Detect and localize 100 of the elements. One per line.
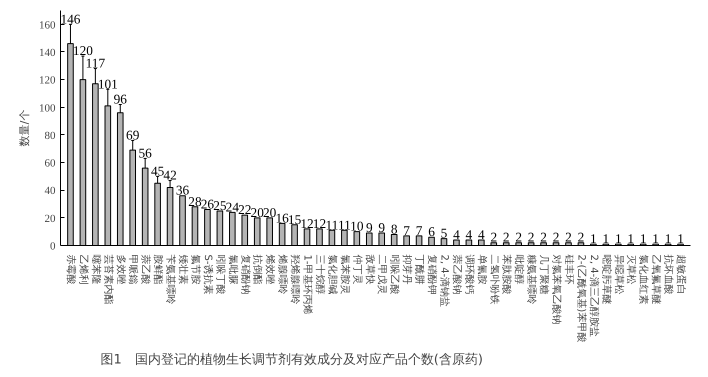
x-tick-label: 羟烯腺嘌呤 (289, 254, 302, 304)
data-label: 2 (528, 230, 534, 245)
x-tick-label: 抗坏血酸 (662, 254, 675, 294)
x-tick-label: 赤霉酸 (64, 254, 77, 284)
x-tick-label: 苯肽胺酸 (500, 254, 513, 294)
data-label: 2 (490, 230, 498, 245)
data-label: 1 (590, 231, 597, 246)
data-label: 9 (378, 220, 386, 236)
x-tick-label: 超敏蛋白 (675, 254, 688, 294)
x-tick-label: 烯腺嘌呤 (276, 254, 289, 294)
x-tick-label: 抑芽丹 (401, 254, 414, 284)
x-tick-label: 嘧啶肟草醚 (600, 254, 612, 304)
x-tick-label: 吲哚丁酸 (214, 254, 226, 294)
data-label: 4 (478, 226, 485, 242)
data-label: 1 (627, 231, 634, 246)
data-label: 1 (602, 231, 610, 246)
data-label: 5 (440, 226, 448, 241)
x-tick-label: 噻苯隆 (90, 254, 102, 284)
x-tick-label: 异噁草松 (612, 254, 625, 294)
x-tick-label: 2-(乙酰氧基)苯甲酸 (575, 254, 588, 342)
y-tick-label: 160 (39, 19, 56, 32)
x-tick-label: 丁酰肼 (414, 254, 426, 284)
x-tick-label: 1-甲基环丙烯 (302, 254, 314, 314)
data-label: 101 (98, 76, 118, 92)
y-tick-label: 60 (44, 158, 56, 170)
y-tick-label: 0 (50, 240, 56, 252)
y-axis-title: 数量/个 (18, 110, 31, 146)
x-tick-label: 苄氨基嘌呤 (164, 254, 177, 304)
y-tick-label: 80 (44, 130, 56, 142)
x-tick-label: 复硝酚钠 (239, 254, 252, 294)
data-label: 2 (515, 230, 522, 245)
data-label: 8 (390, 221, 398, 236)
x-tick-label: 氟节胺 (189, 254, 202, 284)
data-label: 36 (176, 182, 190, 198)
data-label: 20 (250, 204, 264, 220)
data-label: 16 (275, 210, 290, 226)
data-label: 24 (226, 199, 240, 214)
x-tick-label: 烯效唑 (264, 254, 276, 284)
data-label: 25 (213, 198, 227, 213)
data-label: 2 (540, 230, 547, 245)
data-label: 9 (366, 220, 373, 236)
x-tick-label: 氯化血红素 (638, 254, 650, 304)
x-tick-label: 敌草快 (364, 254, 376, 284)
data-label: 117 (86, 56, 106, 71)
data-label: 26 (200, 196, 214, 212)
data-label: 146 (60, 11, 81, 26)
data-label: 11 (326, 217, 338, 232)
x-tick-label: 2, 4-滴三乙醇胺盐 (588, 254, 600, 338)
x-tick-label: 单氰胺 (476, 254, 488, 284)
data-label: 2 (578, 230, 584, 245)
x-tick-label: 多效唑 (114, 254, 127, 284)
data-label: 11 (338, 217, 351, 232)
x-tick-label: 二甲戊灵 (376, 254, 388, 294)
data-label: 2 (565, 230, 572, 245)
data-label: 12 (312, 216, 326, 231)
x-tick-label: 硅丰环 (562, 254, 575, 284)
x-tick-label: 糠氨基嘌呤 (526, 254, 538, 304)
y-tick-label: 40 (44, 185, 56, 198)
data-label: 1 (652, 231, 659, 246)
data-label: 2 (502, 230, 510, 245)
data-label: 1 (664, 231, 672, 246)
x-tick-label: 仲丁灵 (351, 254, 362, 284)
x-tick-label: 氯吡脲 (226, 254, 239, 284)
y-tick-label: 20 (44, 212, 56, 225)
x-tick-label: 三十烷醇 (314, 254, 326, 294)
caption: 图1 国内登记的植物生长调节剂有效成分及对应产品个数(含原药) (100, 352, 483, 368)
x-tick-label: 氯化胆碱 (326, 254, 338, 294)
x-tick-label: 几丁聚糖 (538, 254, 550, 294)
y-tick-label: 120 (39, 74, 56, 87)
x-tick-label: 氯苯胺灵 (338, 254, 351, 294)
data-label: 7 (403, 222, 410, 238)
x-tick-label: 萘乙酸 (140, 254, 152, 284)
x-tick-label: 二氢卟吩铁 (488, 254, 500, 304)
data-label: 28 (188, 194, 202, 209)
x-tick-label: 甲哌鎓 (127, 254, 140, 284)
x-tick-label: 芸苔素内酯 (102, 254, 114, 304)
data-label: 45 (150, 163, 165, 178)
data-label: 56 (138, 145, 152, 160)
data-label: 20 (263, 204, 277, 220)
x-tick-label: 对氯苯氧乙酸钠 (550, 254, 563, 324)
data-label: 1 (677, 231, 684, 246)
data-label: 4 (466, 226, 473, 242)
data-label: 6 (428, 224, 436, 240)
x-tick-label: 吡啶醇 (513, 254, 526, 284)
data-label: 69 (126, 127, 140, 142)
x-tick-label: 矮壮素 (177, 254, 190, 284)
data-label: 1 (640, 231, 647, 246)
x-tick-label: 吲哚乙酸 (388, 254, 401, 294)
data-label: 12 (300, 216, 314, 231)
x-tick-label: 乙氧氟草醚 (650, 254, 662, 304)
data-label: 22 (238, 202, 252, 218)
x-tick-label: 复硝酚钾 (426, 254, 438, 294)
x-tick-label: 乙烯利 (77, 254, 90, 284)
y-tick-label: 140 (39, 46, 56, 59)
data-label: 10 (350, 218, 364, 234)
data-label: 2 (552, 230, 560, 245)
data-label: 4 (453, 226, 460, 242)
x-tick-label: 调环酸钙 (463, 254, 476, 294)
x-tick-label: S-诱抗素 (202, 254, 214, 294)
x-tick-label: 2, 4-滴钠盐 (438, 254, 450, 308)
